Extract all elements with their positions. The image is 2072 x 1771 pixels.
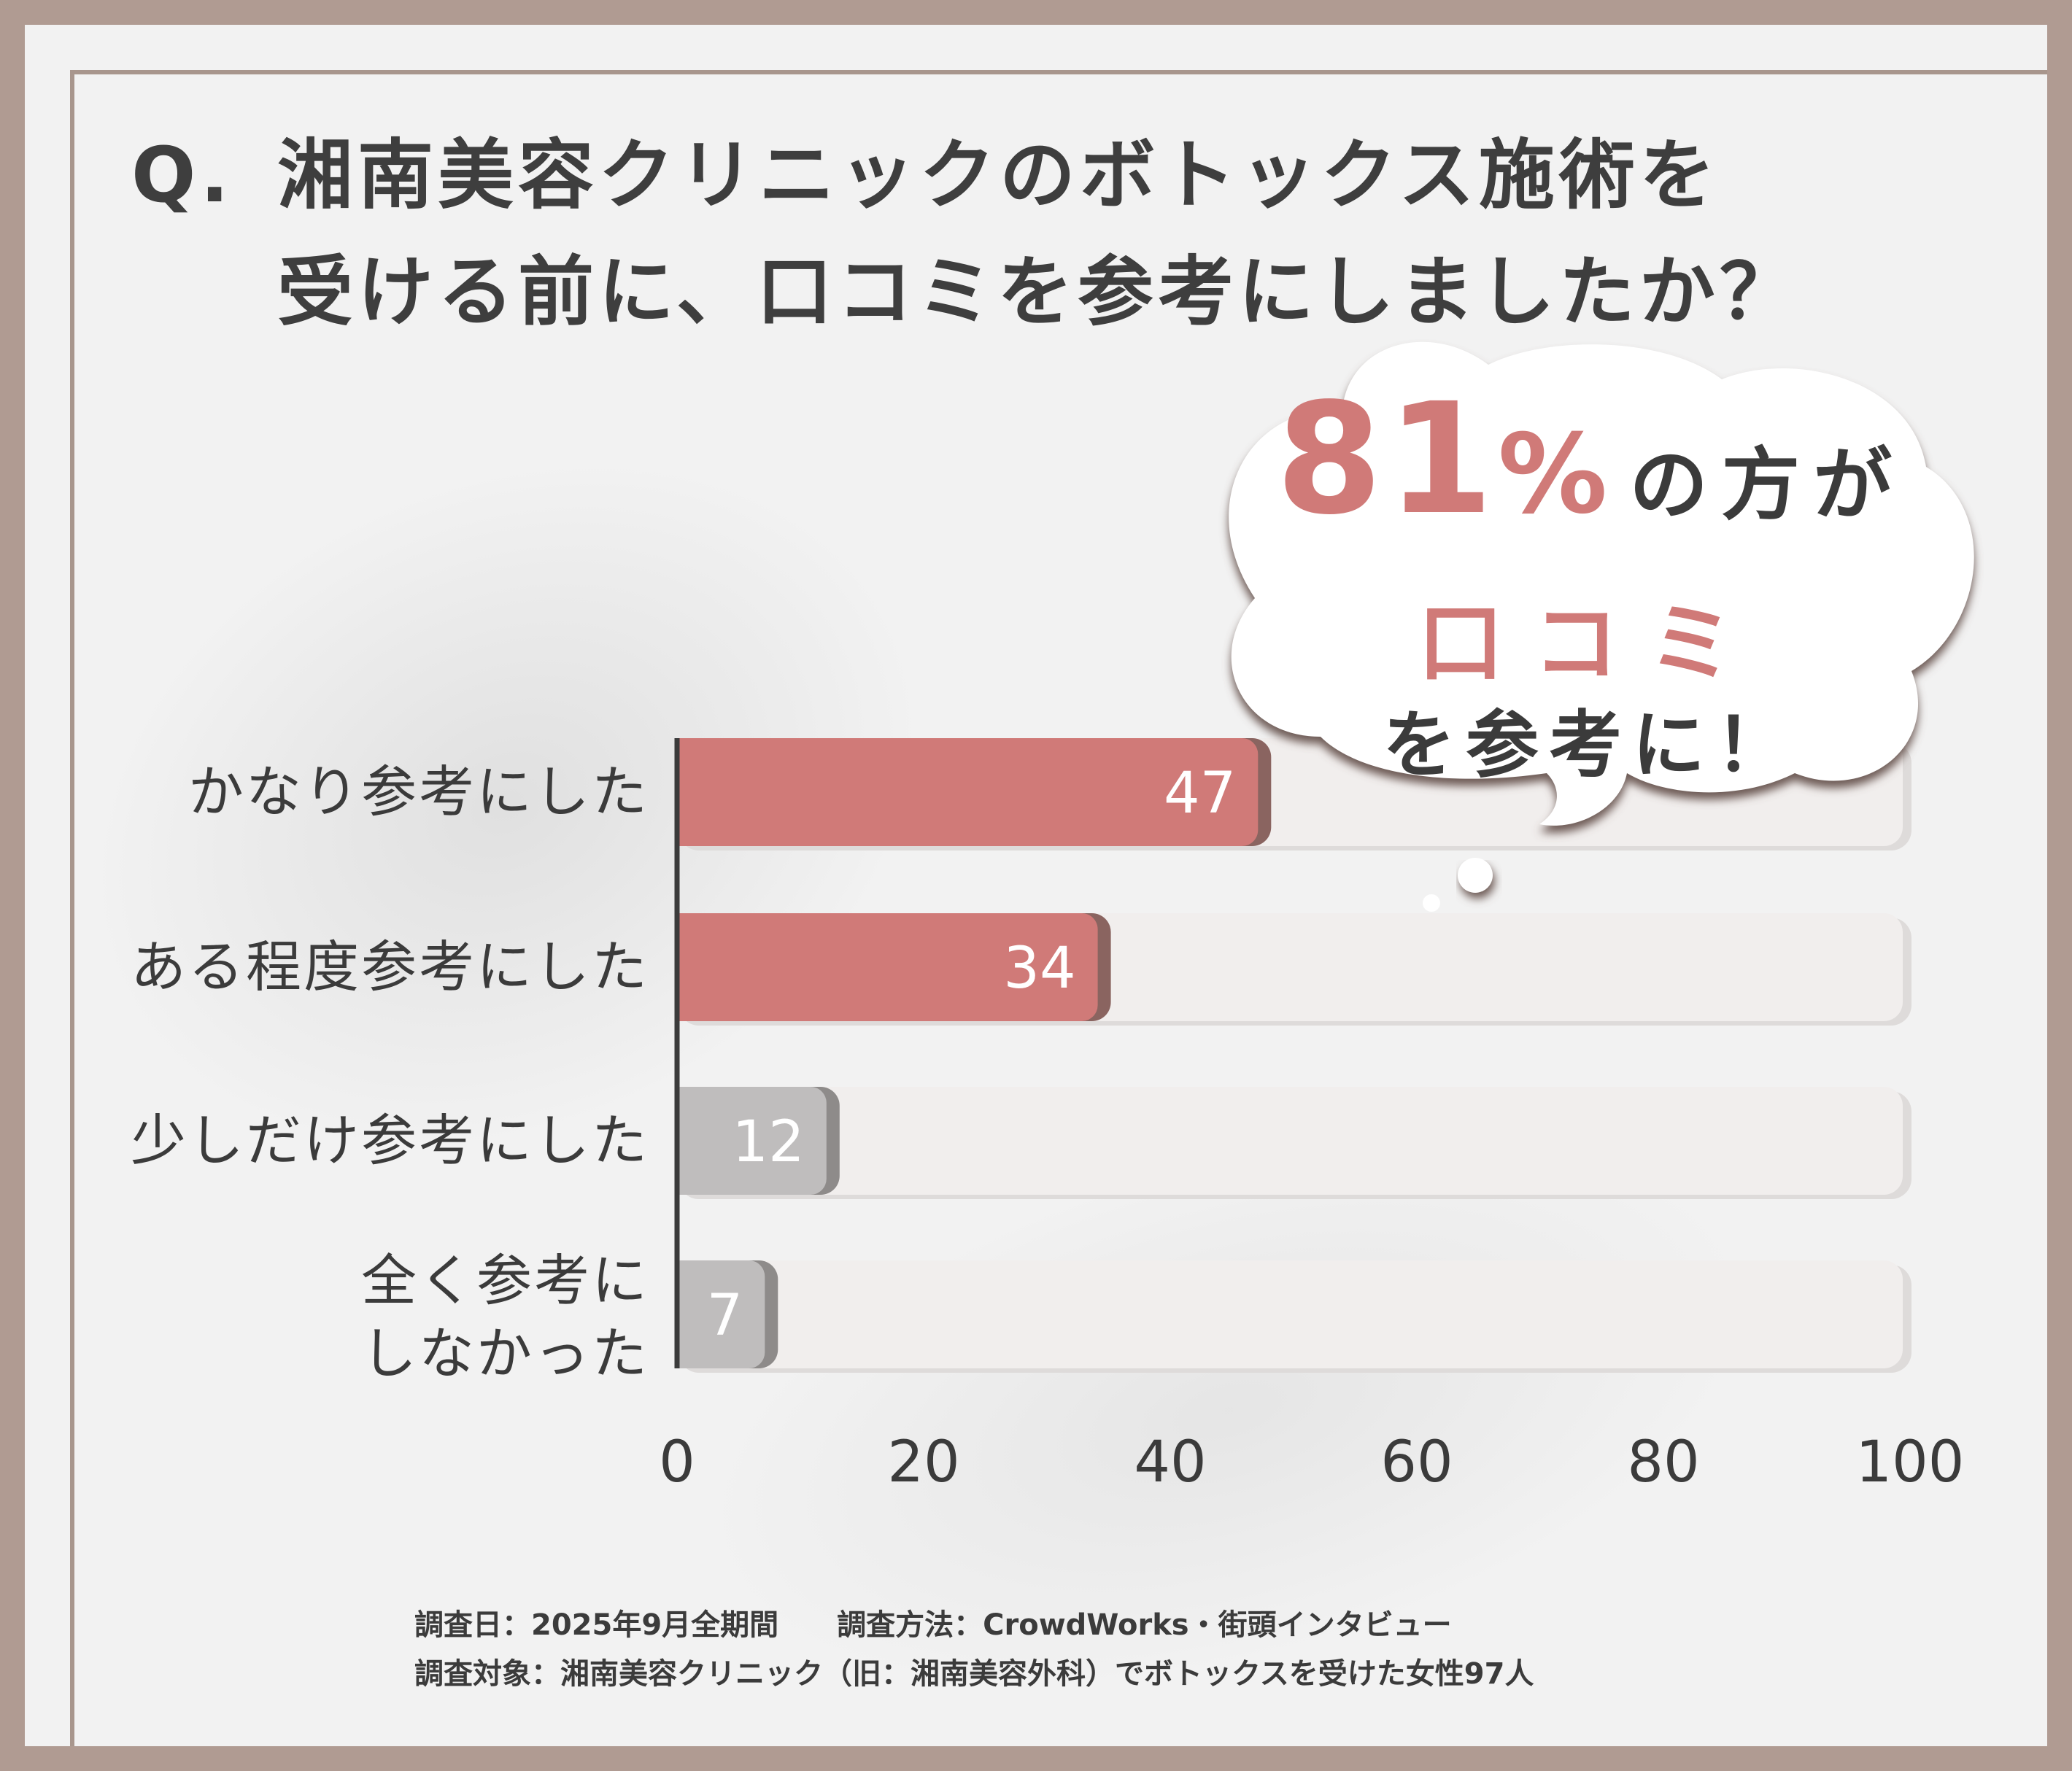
x-tick-label: 80: [1627, 1430, 1700, 1495]
x-tick-label: 20: [887, 1430, 960, 1495]
callout-after-percent: の方が: [1629, 440, 1906, 531]
category-label: ある程度参考にした: [131, 934, 649, 999]
infographic-card: [25, 25, 2047, 1746]
question-title: Q. 湘南美容クリニックのボトックス施術を 受ける前に、口コミを参考にしましたか？: [131, 117, 1800, 350]
question-line-1: 湘南美容クリニックのボトックス施術を: [277, 131, 1720, 220]
category-label: 少しだけ参考にした: [131, 1108, 649, 1173]
callout-line-3: を参考に！: [1383, 702, 1798, 788]
callout-percent-sign: %: [1497, 411, 1608, 538]
category-label: 全く参考に しなかった: [361, 1248, 649, 1386]
question-line-2: 受ける前に、口コミを参考にしましたか？: [277, 247, 1800, 336]
x-tick-label: 40: [1134, 1430, 1207, 1495]
survey-info-line-1: 調査日：2025年9月全期間 調査方法：CrowdWorks・街頭インタビュー: [414, 1608, 1452, 1642]
callout-percent-number: 81: [1275, 370, 1498, 549]
inner-frame: [70, 70, 2047, 1746]
survey-info-line-2: 調査対象：湘南美容クリニック（旧：湘南美容外科）でボトックスを受けた女性97人: [414, 1657, 1534, 1691]
callout-text: 81% の方が 口コミ を参考に！: [1226, 383, 1955, 793]
x-tick-label: 100: [1855, 1430, 1965, 1495]
x-tick-label: 0: [659, 1430, 695, 1495]
x-tick-label: 60: [1380, 1430, 1453, 1495]
category-label: かなり参考にした: [188, 759, 649, 824]
question-prefix: Q.: [131, 131, 233, 220]
callout-highlight: 口コミ: [1417, 593, 1763, 694]
